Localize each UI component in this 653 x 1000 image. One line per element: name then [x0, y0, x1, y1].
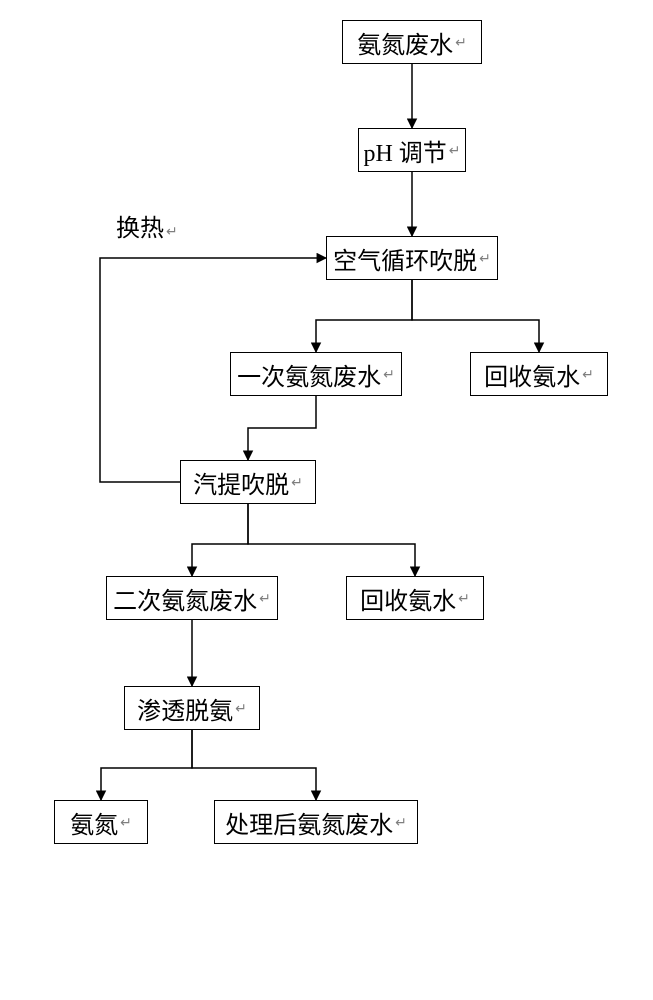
node-ammonia-wastewater: 氨氮废水↵ [342, 20, 482, 64]
edge [248, 504, 415, 576]
node-permeate-deammon: 渗透脱氨↵ [124, 686, 260, 730]
node-ph-adjust: pH 调节↵ [358, 128, 466, 172]
return-glyph: ↵ [582, 366, 594, 383]
edge [192, 730, 316, 800]
return-glyph: ↵ [383, 366, 395, 383]
return-glyph: ↵ [455, 34, 467, 51]
return-glyph: ↵ [235, 700, 247, 717]
node-recover-ammonia-1: 回收氨水↵ [470, 352, 608, 396]
node-label: pH 调节 [363, 133, 446, 168]
node-treated-wastewater: 处理后氨氮废水↵ [214, 800, 418, 844]
node-steam-stripping: 汽提吹脱↵ [180, 460, 316, 504]
return-glyph: ↵ [166, 223, 178, 239]
return-glyph: ↵ [395, 814, 407, 831]
node-label: 渗透脱氨 [137, 691, 233, 726]
node-air-stripping: 空气循环吹脱↵ [326, 236, 498, 280]
node-recover-ammonia-2: 回收氨水↵ [346, 576, 484, 620]
return-glyph: ↵ [259, 590, 271, 607]
node-label: 氨氮 [70, 805, 118, 840]
label-text: 换热 [116, 216, 164, 242]
return-glyph: ↵ [120, 814, 132, 831]
edge [316, 280, 412, 352]
edge [412, 280, 539, 352]
return-glyph: ↵ [449, 142, 461, 159]
node-primary-wastewater: 一次氨氮废水↵ [230, 352, 402, 396]
return-glyph: ↵ [458, 590, 470, 607]
node-ammonia-nitrogen: 氨氮↵ [54, 800, 148, 844]
node-label: 回收氨水 [484, 357, 580, 392]
node-label: 一次氨氮废水 [237, 357, 381, 392]
node-label: 氨氮废水 [357, 25, 453, 60]
return-glyph: ↵ [291, 474, 303, 491]
node-secondary-wastewater: 二次氨氮废水↵ [106, 576, 278, 620]
edge [101, 730, 192, 800]
node-label: 二次氨氮废水 [113, 581, 257, 616]
return-glyph: ↵ [479, 250, 491, 267]
node-label: 处理后氨氮废水 [225, 805, 393, 840]
edges-layer [0, 0, 653, 1000]
edge [192, 504, 248, 576]
edge [248, 396, 316, 460]
label-heat-exchange: 换热↵ [116, 208, 178, 243]
node-label: 空气循环吹脱 [333, 241, 477, 276]
flowchart-canvas: 氨氮废水↵ pH 调节↵ 空气循环吹脱↵ 一次氨氮废水↵ 回收氨水↵ 汽提吹脱↵… [0, 0, 653, 1000]
node-label: 汽提吹脱 [193, 465, 289, 500]
node-label: 回收氨水 [360, 581, 456, 616]
